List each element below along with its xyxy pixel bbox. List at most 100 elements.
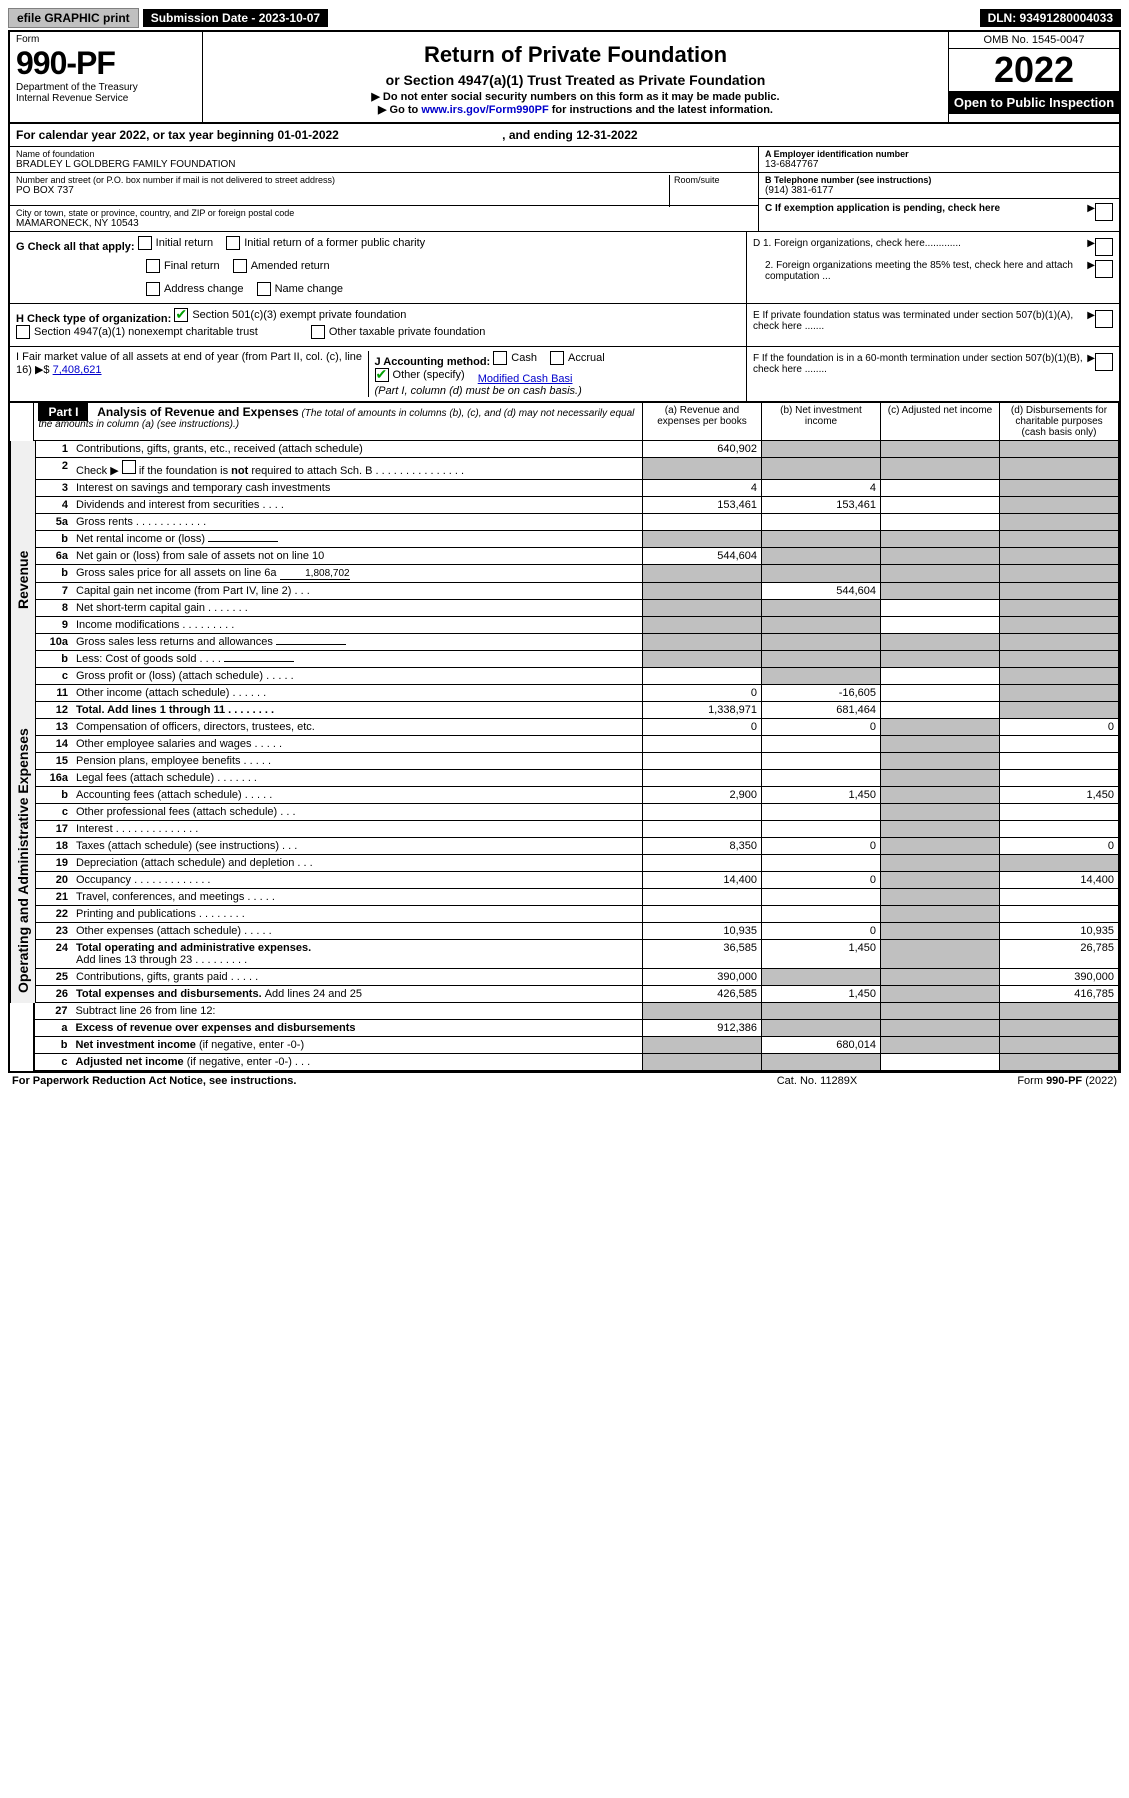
address-cell: Number and street (or P.O. box number if… bbox=[10, 173, 758, 206]
foundation-name: BRADLEY L GOLDBERG FAMILY FOUNDATION bbox=[16, 159, 752, 170]
j-accounting-block: J Accounting method: Cash Accrual Other … bbox=[369, 351, 740, 397]
paperwork-notice: For Paperwork Reduction Act Notice, see … bbox=[12, 1075, 717, 1087]
final-return-checkbox[interactable] bbox=[146, 259, 160, 273]
name-change-checkbox[interactable] bbox=[257, 282, 271, 296]
line-4: 4Dividends and interest from securities … bbox=[36, 497, 1119, 514]
g-checkboxes: G Check all that apply: Initial return I… bbox=[10, 232, 747, 303]
line-1: 1Contributions, gifts, grants, etc., rec… bbox=[36, 441, 1119, 458]
line-18: 18Taxes (attach schedule) (see instructi… bbox=[36, 838, 1119, 855]
omb-number: OMB No. 1545-0047 bbox=[949, 32, 1119, 49]
j-accrual-checkbox[interactable] bbox=[550, 351, 564, 365]
f-checkbox[interactable] bbox=[1095, 353, 1113, 371]
line-3: 3Interest on savings and temporary cash … bbox=[36, 480, 1119, 497]
line27-section: 27Subtract line 26 from line 12: aExcess… bbox=[10, 1003, 1119, 1071]
foundation-city: MAMARONECK, NY 10543 bbox=[16, 218, 752, 229]
line-6b: bGross sales price for all assets on lin… bbox=[36, 565, 1119, 583]
line-5a: 5aGross rents . . . . . . . . . . . . bbox=[36, 514, 1119, 531]
col-c-header: (c) Adjusted net income bbox=[881, 403, 1000, 441]
efile-print-button[interactable]: efile GRAPHIC print bbox=[8, 8, 139, 28]
line-21: 21Travel, conferences, and meetings . . … bbox=[36, 889, 1119, 906]
line-5b: bNet rental income or (loss) bbox=[36, 531, 1119, 548]
line-7: 7Capital gain net income (from Part IV, … bbox=[36, 583, 1119, 600]
d2-checkbox[interactable] bbox=[1095, 260, 1113, 278]
foundation-name-cell: Name of foundation BRADLEY L GOLDBERG FA… bbox=[10, 147, 758, 173]
d-checkboxes: D 1. Foreign organizations, check here..… bbox=[747, 232, 1119, 303]
line-25: 25Contributions, gifts, grants paid . . … bbox=[36, 969, 1119, 986]
goto-instr: ▶ Go to www.irs.gov/Form990PF for instru… bbox=[209, 103, 942, 116]
line-12: 12Total. Add lines 1 through 11 . . . . … bbox=[36, 702, 1119, 719]
ein-cell: A Employer identification number 13-6847… bbox=[759, 147, 1119, 173]
col-b-header: (b) Net investment income bbox=[762, 403, 881, 441]
form-label: Form bbox=[16, 34, 196, 45]
revenue-section: Revenue 1Contributions, gifts, grants, e… bbox=[10, 441, 1119, 719]
line-9: 9Income modifications . . . . . . . . . bbox=[36, 617, 1119, 634]
phone-value: (914) 381-6177 bbox=[765, 185, 1113, 196]
entity-info-row: Name of foundation BRADLEY L GOLDBERG FA… bbox=[10, 147, 1119, 232]
amended-return-checkbox[interactable] bbox=[233, 259, 247, 273]
form990pf-link[interactable]: www.irs.gov/Form990PF bbox=[421, 104, 548, 116]
form-year-block: OMB No. 1545-0047 2022 Open to Public In… bbox=[948, 32, 1119, 122]
dln-badge: DLN: 93491280004033 bbox=[980, 9, 1121, 27]
line-15: 15Pension plans, employee benefits . . .… bbox=[36, 753, 1119, 770]
d1-checkbox[interactable] bbox=[1095, 238, 1113, 256]
j-other-value: Modified Cash Basi bbox=[478, 373, 573, 385]
i-j-block: I Fair market value of all assets at end… bbox=[10, 347, 747, 401]
line-10b: bLess: Cost of goods sold . . . . bbox=[36, 651, 1119, 668]
tax-year: 2022 bbox=[949, 49, 1119, 91]
open-inspection-badge: Open to Public Inspection bbox=[949, 91, 1119, 114]
dept-treasury: Department of the Treasury bbox=[16, 82, 196, 93]
foundation-address: PO BOX 737 bbox=[16, 185, 752, 196]
line-13: 13Compensation of officers, directors, t… bbox=[36, 719, 1119, 736]
line-23: 23Other expenses (attach schedule) . . .… bbox=[36, 923, 1119, 940]
form-subtitle: or Section 4947(a)(1) Trust Treated as P… bbox=[209, 72, 942, 88]
h-checkboxes: H Check type of organization: Section 50… bbox=[10, 304, 747, 346]
phone-cell: B Telephone number (see instructions) (9… bbox=[759, 173, 1119, 199]
submission-date-badge: Submission Date - 2023-10-07 bbox=[143, 9, 328, 27]
form-ref: Form 990-PF (2022) bbox=[917, 1075, 1117, 1087]
top-bar: efile GRAPHIC print Submission Date - 20… bbox=[8, 8, 1121, 28]
line27-table: 27Subtract line 26 from line 12: aExcess… bbox=[34, 1003, 1119, 1071]
h-other-checkbox[interactable] bbox=[311, 325, 325, 339]
j-cash-checkbox[interactable] bbox=[493, 351, 507, 365]
ein-value: 13-6847767 bbox=[765, 159, 1113, 170]
room-suite-label: Room/suite bbox=[669, 175, 754, 207]
e-checkbox-cell: E If private foundation status was termi… bbox=[747, 304, 1119, 346]
form-id-block: Form 990-PF Department of the Treasury I… bbox=[10, 32, 203, 122]
line-16a: 16aLegal fees (attach schedule) . . . . … bbox=[36, 770, 1119, 787]
j-note: (Part I, column (d) must be on cash basi… bbox=[375, 385, 740, 397]
revenue-side-label: Revenue bbox=[10, 441, 35, 719]
form-title: Return of Private Foundation bbox=[209, 42, 942, 68]
e-checkbox[interactable] bbox=[1095, 310, 1113, 328]
line-16c: cOther professional fees (attach schedul… bbox=[36, 804, 1119, 821]
line-20: 20Occupancy . . . . . . . . . . . . .14,… bbox=[36, 872, 1119, 889]
calendar-year-row: For calendar year 2022, or tax year begi… bbox=[10, 124, 1119, 147]
col-d-header: (d) Disbursements for charitable purpose… bbox=[1000, 403, 1119, 441]
expenses-side-label: Operating and Administrative Expenses bbox=[10, 719, 35, 1003]
part1-header-row: Part I Analysis of Revenue and Expenses … bbox=[10, 403, 1119, 441]
city-cell: City or town, state or province, country… bbox=[10, 206, 758, 231]
h-501c3-checkbox[interactable] bbox=[174, 308, 188, 322]
entity-info-right: A Employer identification number 13-6847… bbox=[759, 147, 1119, 231]
form-header: Form 990-PF Department of the Treasury I… bbox=[10, 32, 1119, 124]
address-change-checkbox[interactable] bbox=[146, 282, 160, 296]
h-4947-checkbox[interactable] bbox=[16, 325, 30, 339]
line-27b: bNet investment income (if negative, ent… bbox=[35, 1037, 1119, 1054]
i-fmv-block: I Fair market value of all assets at end… bbox=[16, 351, 369, 397]
entity-info-left: Name of foundation BRADLEY L GOLDBERG FA… bbox=[10, 147, 759, 231]
initial-return-checkbox[interactable] bbox=[138, 236, 152, 250]
f-checkbox-cell: F If the foundation is in a 60-month ter… bbox=[747, 347, 1119, 401]
line-26: 26Total expenses and disbursements. Add … bbox=[36, 986, 1119, 1003]
c-pending-cell: C If exemption application is pending, c… bbox=[759, 199, 1119, 225]
sch-b-checkbox[interactable] bbox=[122, 460, 136, 474]
line-22: 22Printing and publications . . . . . . … bbox=[36, 906, 1119, 923]
line-2: 2Check ▶ if the foundation is not requir… bbox=[36, 458, 1119, 480]
line-17: 17Interest . . . . . . . . . . . . . . bbox=[36, 821, 1119, 838]
initial-former-checkbox[interactable] bbox=[226, 236, 240, 250]
part1-header-table: Part I Analysis of Revenue and Expenses … bbox=[34, 403, 1119, 441]
j-other-checkbox[interactable] bbox=[375, 368, 389, 382]
revenue-table: 1Contributions, gifts, grants, etc., rec… bbox=[35, 441, 1119, 719]
line-19: 19Depreciation (attach schedule) and dep… bbox=[36, 855, 1119, 872]
fmv-value-link[interactable]: 7,408,621 bbox=[53, 364, 102, 376]
expenses-section: Operating and Administrative Expenses 13… bbox=[10, 719, 1119, 1003]
c-pending-checkbox[interactable] bbox=[1095, 203, 1113, 221]
